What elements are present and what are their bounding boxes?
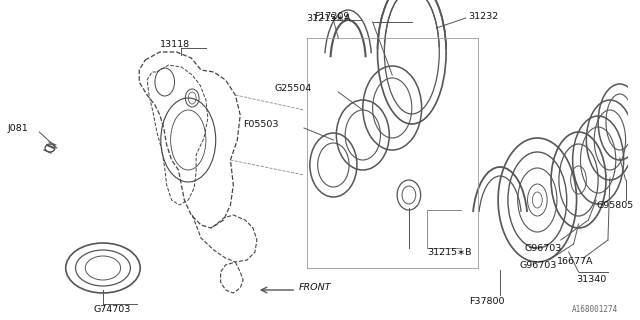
Text: 31340: 31340 xyxy=(577,276,607,284)
Text: G96703: G96703 xyxy=(525,244,562,252)
Text: G25504: G25504 xyxy=(275,84,312,92)
Text: 31232: 31232 xyxy=(468,12,499,20)
Text: F05503: F05503 xyxy=(243,119,278,129)
Text: 16677A: 16677A xyxy=(557,258,593,267)
Text: 31215∗B: 31215∗B xyxy=(428,247,472,257)
Text: FRONT: FRONT xyxy=(299,284,332,292)
Text: F37800: F37800 xyxy=(468,298,504,307)
Text: J081: J081 xyxy=(8,124,29,132)
Text: F17209: F17209 xyxy=(314,12,349,20)
Text: G95805: G95805 xyxy=(596,201,634,210)
Text: 31215∗A: 31215∗A xyxy=(306,13,351,22)
Text: A168001274: A168001274 xyxy=(572,305,618,314)
Text: G74703: G74703 xyxy=(93,306,131,315)
Text: 13118: 13118 xyxy=(160,39,190,49)
Text: G96703: G96703 xyxy=(520,260,557,269)
